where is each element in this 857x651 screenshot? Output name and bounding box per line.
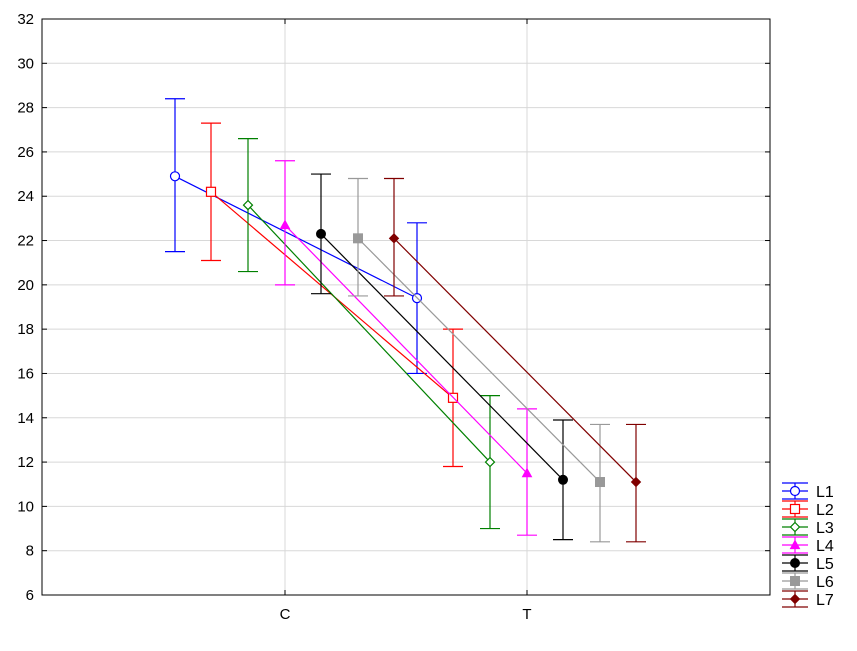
data-point	[279, 219, 291, 230]
legend-label: L3	[816, 520, 834, 537]
grid	[42, 19, 770, 595]
series-line	[357, 237, 601, 483]
legend-item-L5: L5	[782, 554, 834, 573]
y-tick-label: 18	[17, 321, 34, 338]
legend-item-L2: L2	[782, 500, 834, 519]
x-tick-label: T	[522, 606, 531, 623]
series-L4	[275, 160, 537, 536]
legend-label: L2	[816, 502, 834, 519]
y-tick-label: 26	[17, 144, 34, 161]
plot-frame	[41, 18, 771, 596]
y-tick-label: 30	[17, 55, 34, 72]
data-point	[558, 474, 568, 485]
legend-marker	[789, 539, 801, 550]
legend-marker	[789, 521, 801, 533]
data-point	[316, 228, 326, 239]
data-point	[630, 476, 642, 488]
series-L3	[238, 138, 500, 530]
series-line	[393, 237, 637, 483]
axes: 6 8 10 12 14 16 18 20 22 24 26 28 30 32 C T	[17, 11, 770, 623]
legend-item-L6: L6	[782, 572, 834, 591]
data-point	[388, 233, 400, 244]
legend-label: L6	[816, 574, 834, 591]
legend-marker	[790, 576, 800, 586]
y-tick-label: 16	[17, 365, 34, 382]
data-point	[242, 199, 254, 211]
legend-marker	[789, 503, 801, 515]
data-point	[484, 456, 496, 468]
data-point	[205, 186, 217, 197]
data-point	[169, 171, 181, 182]
legend-item-L3: L3	[782, 518, 834, 537]
x-tick-label: C	[280, 606, 291, 623]
series-L7	[384, 177, 646, 543]
series-line	[320, 233, 564, 481]
y-tick-label: 32	[17, 11, 34, 28]
legend-marker	[790, 558, 800, 568]
y-tick-label: 14	[17, 410, 34, 427]
legend-marker	[789, 593, 801, 605]
legend-label: L1	[816, 484, 834, 501]
y-tick-label: 6	[26, 587, 34, 604]
data-point	[353, 233, 363, 244]
series-layer	[165, 98, 646, 543]
series-L5	[311, 173, 573, 541]
y-tick-label: 28	[17, 100, 34, 117]
series-line	[247, 204, 491, 463]
y-tick-label: 10	[17, 498, 34, 515]
y-tick-label: 24	[17, 188, 34, 205]
data-point	[595, 477, 605, 488]
legend-item-L4: L4	[782, 536, 834, 555]
legend-marker	[789, 485, 801, 497]
data-point	[521, 467, 533, 478]
legend-label: L5	[816, 556, 834, 573]
y-tick-label: 8	[26, 543, 34, 560]
legend-label: L4	[816, 538, 834, 555]
series-line	[284, 224, 528, 474]
legend-item-L1: L1	[782, 482, 834, 501]
y-tick-label: 20	[17, 277, 34, 294]
series-L6	[348, 177, 610, 543]
legend-label: L7	[816, 592, 834, 609]
y-tick-label: 12	[17, 454, 34, 471]
y-tick-label: 22	[17, 233, 34, 250]
legend-item-L7: L7	[782, 590, 834, 609]
